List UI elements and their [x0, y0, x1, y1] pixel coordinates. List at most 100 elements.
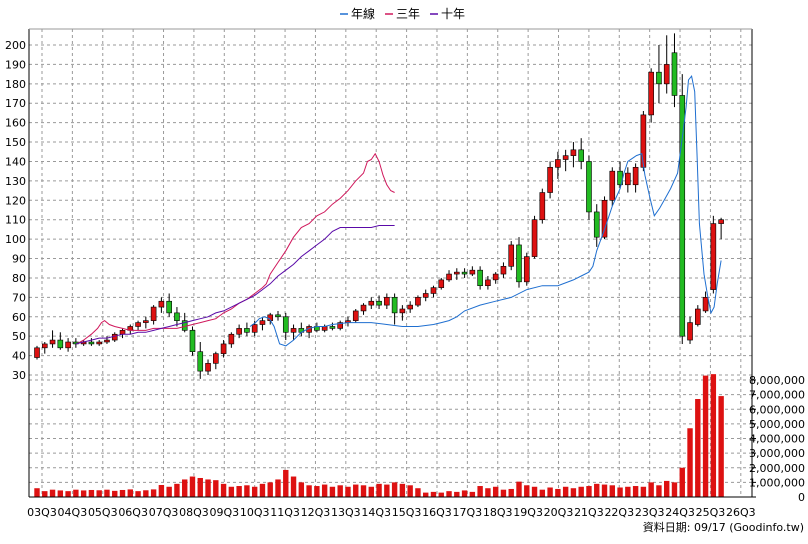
- volume-bar: [664, 480, 670, 497]
- volume-bar: [648, 482, 654, 497]
- candle-body: [104, 339, 110, 343]
- price-tick-label: 130: [5, 175, 26, 188]
- legend-label-2: 十年: [441, 7, 465, 21]
- volume-bar: [228, 486, 235, 497]
- candle-body: [469, 269, 476, 275]
- ma-three-line: [76, 152, 395, 345]
- candle-body: [65, 341, 71, 349]
- candle-body: [88, 341, 95, 345]
- volume-bar: [524, 485, 530, 497]
- candle-body: [523, 256, 530, 283]
- volume-tick-label: 7,000,000: [749, 389, 805, 402]
- volume-tick-label: 6,000,000: [749, 403, 805, 416]
- candle-body: [337, 322, 343, 329]
- volume-bar: [205, 479, 211, 497]
- price-tick-label: 80: [12, 272, 26, 285]
- volume-bar: [259, 483, 266, 497]
- volume-bar: [353, 484, 359, 497]
- x-tick-label: 16Q3: [422, 506, 452, 519]
- x-tick-label: 12Q3: [301, 506, 331, 519]
- volume-bar: [251, 486, 258, 497]
- x-tick-label: 03Q3: [27, 506, 57, 519]
- candle-body: [143, 320, 149, 323]
- volume-tick-label: 5,000,000: [749, 418, 805, 431]
- price-tick-label: 40: [12, 350, 26, 363]
- candle-body: [508, 244, 515, 267]
- volume-bar: [555, 488, 561, 497]
- x-tick-label: 18Q3: [483, 506, 513, 519]
- volume-bar: [601, 484, 608, 497]
- candle-body: [49, 339, 56, 345]
- candle-body: [174, 312, 180, 321]
- x-tick-label: 25Q3: [696, 506, 726, 519]
- candle-body: [695, 308, 701, 325]
- price-tick-label: 90: [12, 253, 26, 266]
- footer-date-source: 資料日期: 09/17 (Goodinfo.tw): [643, 520, 804, 534]
- candle-body: [702, 297, 709, 312]
- price-tick-label: 30: [12, 369, 26, 382]
- volume-bar: [275, 479, 281, 497]
- volume-bar: [609, 485, 615, 497]
- candle-body: [485, 279, 491, 287]
- volume-bar: [42, 491, 48, 497]
- volume-bar: [298, 482, 305, 497]
- price-tick-label: 160: [5, 117, 26, 130]
- candle-body: [625, 172, 631, 186]
- price-tick-label: 150: [5, 136, 26, 149]
- volume-bar: [337, 485, 343, 497]
- volume-bar: [469, 491, 476, 497]
- candle-body: [477, 269, 483, 287]
- volume-bar: [407, 485, 413, 497]
- volume-bar: [594, 483, 600, 497]
- candle-body: [135, 322, 141, 327]
- volume-bar: [625, 486, 631, 497]
- candle-body: [516, 244, 522, 283]
- candle-body: [446, 273, 452, 281]
- price-tick-label: 190: [5, 58, 26, 71]
- volume-bar: [702, 375, 709, 497]
- x-tick-label: 06Q3: [118, 506, 148, 519]
- candle-body: [150, 306, 157, 321]
- volume-bar: [640, 486, 647, 497]
- volume-bar: [135, 491, 141, 497]
- volume-bar: [197, 477, 203, 497]
- volume-bar: [158, 485, 165, 497]
- x-tick-label: 07Q3: [149, 506, 179, 519]
- candle-body: [34, 347, 40, 358]
- price-tick-label: 120: [5, 194, 26, 207]
- price-tick-label: 180: [5, 78, 26, 91]
- volume-bar: [415, 488, 421, 497]
- volume-bar: [329, 486, 336, 497]
- candle-body: [197, 351, 204, 372]
- candle-body: [352, 310, 359, 321]
- volume-bar: [586, 486, 592, 497]
- volume-bar: [290, 476, 297, 497]
- volume-bar: [632, 486, 639, 497]
- x-tick-label: 26Q3: [726, 506, 756, 519]
- candle-body: [228, 333, 235, 345]
- x-tick-label: 21Q3: [574, 506, 604, 519]
- volume-bar: [34, 488, 40, 497]
- price-tick-label: 170: [5, 97, 26, 110]
- volume-bar: [454, 491, 460, 497]
- price-axis-ticks: 200 190 180 170 160 150 140 130 120 110 100 90 80 70 6…: [5, 39, 26, 382]
- candle-body: [329, 326, 336, 329]
- candle-body: [407, 304, 413, 310]
- volume-tick-label: 2,000,000: [749, 462, 805, 475]
- candle-body: [282, 316, 289, 333]
- volume-bar: [679, 467, 685, 497]
- candle-body: [220, 343, 227, 354]
- volume-bar: [213, 480, 219, 497]
- candle-body: [586, 161, 592, 213]
- volume-bar: [321, 484, 328, 497]
- volume-bar: [671, 482, 678, 497]
- candle-body: [259, 320, 266, 325]
- candle-body: [609, 170, 616, 201]
- volume-tick-label: 8,000,000: [749, 374, 805, 387]
- moving-average-lines: [75, 74, 722, 347]
- volume-bar: [166, 486, 172, 497]
- candle-body: [321, 326, 328, 331]
- legend-label-0: 年線: [351, 6, 375, 21]
- candle-body: [710, 223, 717, 290]
